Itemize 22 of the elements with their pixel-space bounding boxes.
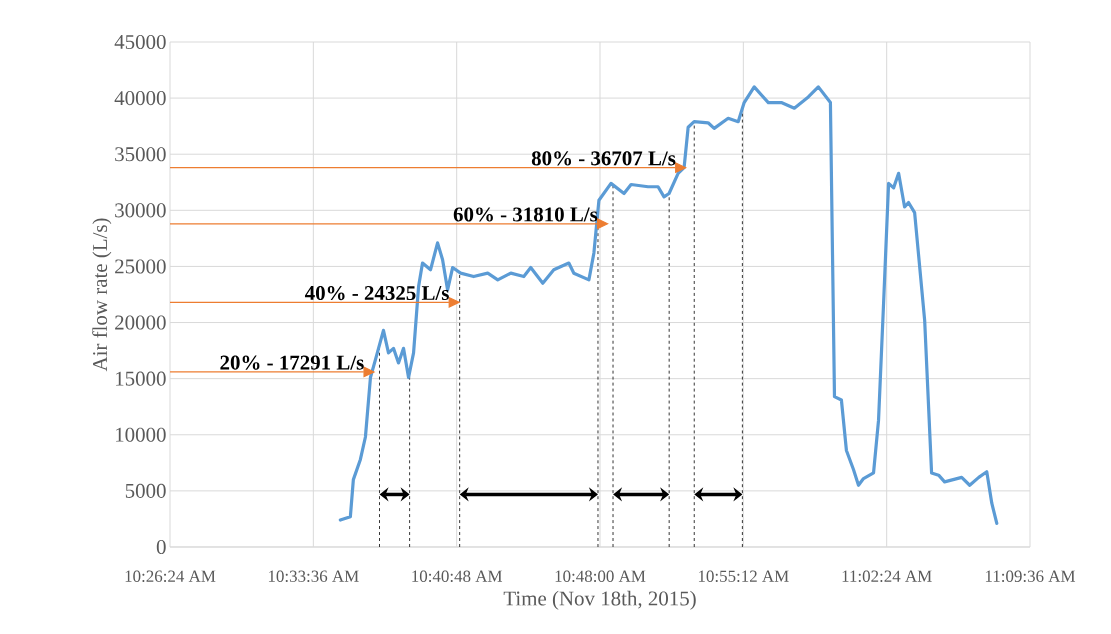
y-axis-title: Air flow rate (L/s)	[92, 218, 112, 372]
x-tick-label: 11:02:24 AM	[842, 570, 932, 582]
x-tick-label: 10:40:48 AM	[412, 570, 503, 582]
y-tick-label: 35000	[115, 147, 166, 162]
x-tick-label: 10:55:12 AM	[698, 570, 789, 582]
x-tick-label: 11:09:36 AM	[985, 570, 1076, 582]
x-axis-title: Time (Nov 18th, 2015)	[503, 590, 696, 610]
y-tick-label: 25000	[115, 259, 166, 274]
annotation: 20% - 17291 L/s	[220, 355, 364, 370]
x-tick-label: 10:48:00 AM	[555, 570, 646, 582]
x-tick-label: 10:26:24 AM	[125, 570, 216, 582]
y-tick-label: 10000	[116, 427, 166, 442]
y-tick-label: 15000	[116, 371, 166, 386]
y-tick-label: 0	[156, 539, 166, 555]
annotation: 80% - 36707 L/s	[531, 151, 676, 166]
x-tick-label: 10:33:36 AM	[268, 570, 359, 582]
y-tick-label: 5000	[125, 483, 166, 498]
y-tick-label: 20000	[115, 315, 166, 330]
y-tick-label: 30000	[115, 203, 166, 218]
annotation: 40% - 24325 L/s	[304, 285, 449, 301]
y-tick-label: 45000	[114, 34, 166, 50]
y-tick-label: 40000	[114, 91, 166, 106]
